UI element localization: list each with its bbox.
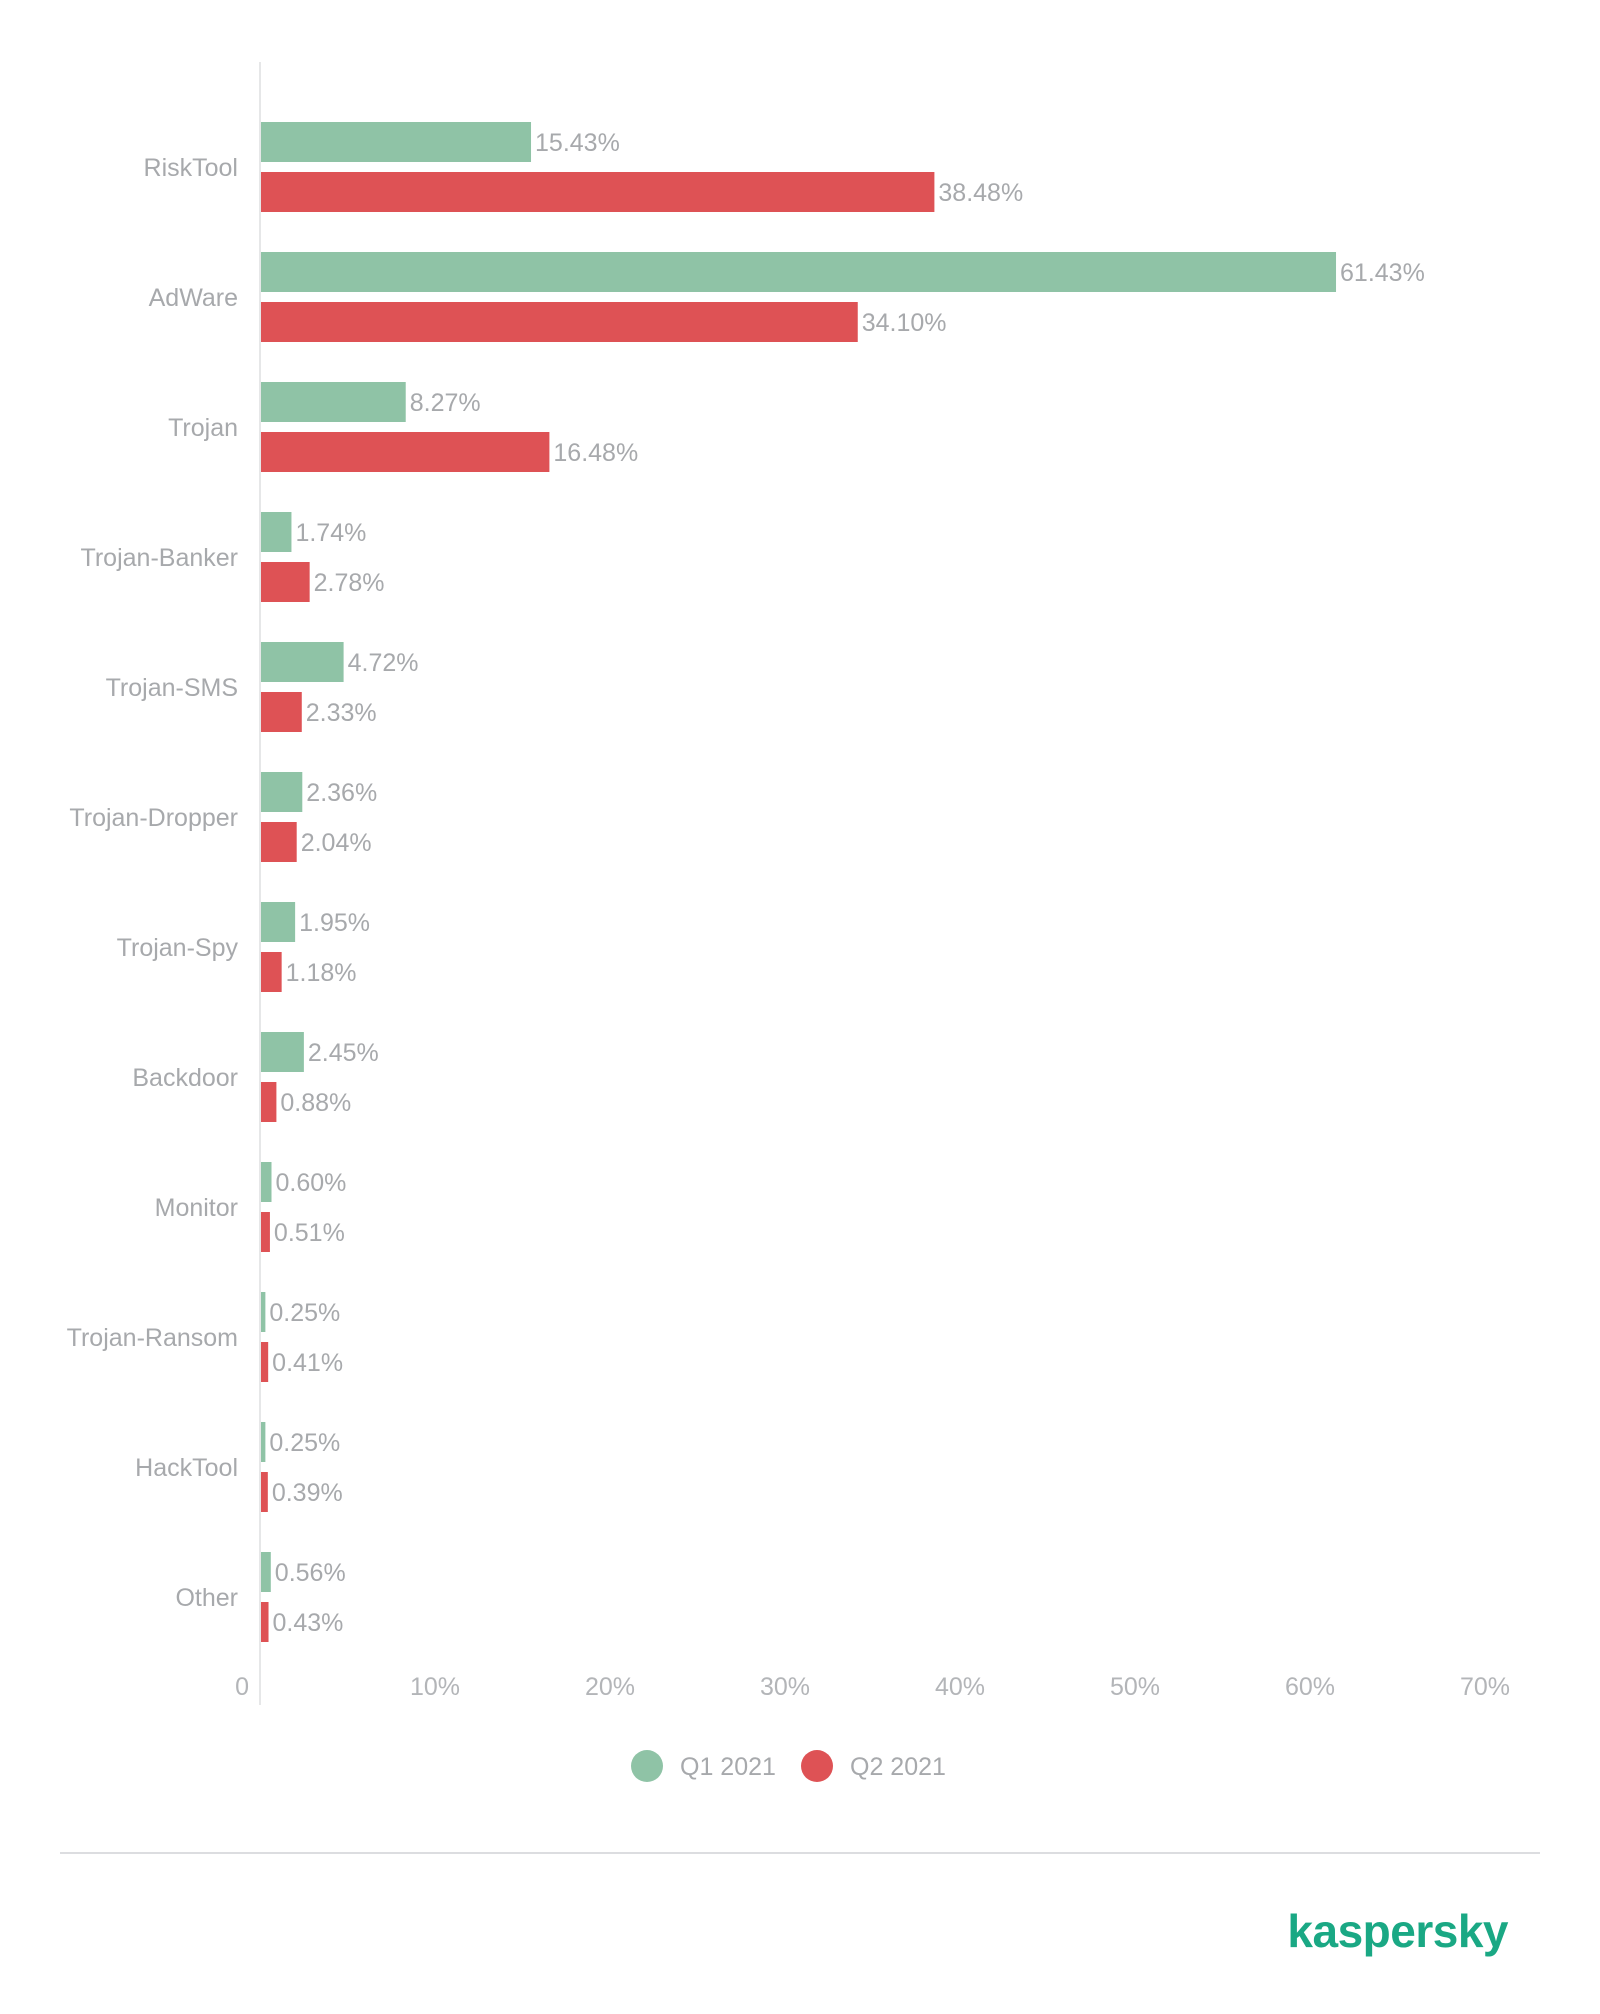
value-label-backdoor-q1-2021: 2.45% — [308, 1039, 379, 1067]
category-label-other: Other — [175, 1584, 238, 1612]
legend-label-q1-2021: Q1 2021 — [680, 1753, 776, 1781]
bar-trojan-dropper-q1-2021 — [261, 772, 303, 812]
bar-adware-q1-2021 — [261, 252, 1337, 292]
labels-layer: RiskTool 15.43% 38.48% AdWare 61.43% 34.10% Tr… — [67, 129, 1425, 1637]
value-label-monitor-q1-2021: 0.60% — [276, 1169, 347, 1197]
value-label-trojan-q2-2021: 16.48% — [553, 439, 638, 467]
bar-other-q2-2021 — [261, 1602, 269, 1642]
value-label-trojan-dropper-q2-2021: 2.04% — [301, 829, 372, 857]
category-label-risktool: RiskTool — [144, 154, 238, 182]
value-label-trojan-spy-q2-2021: 1.18% — [286, 959, 357, 987]
legend: Q1 2021 Q2 2021 — [631, 1750, 946, 1782]
value-label-trojan-banker-q2-2021: 2.78% — [314, 569, 385, 597]
x-tick-label-2: 20% — [585, 1673, 635, 1701]
x-tick-label-5: 50% — [1110, 1673, 1160, 1701]
x-tick-label-0: 0 — [235, 1673, 249, 1701]
category-label-backdoor: Backdoor — [132, 1064, 238, 1092]
bar-risktool-q2-2021 — [261, 172, 935, 212]
value-label-backdoor-q2-2021: 0.88% — [280, 1089, 351, 1117]
bar-trojan-sms-q1-2021 — [261, 642, 344, 682]
x-tick-label-6: 60% — [1285, 1673, 1335, 1701]
bar-trojan-dropper-q2-2021 — [261, 822, 297, 862]
value-label-hacktool-q2-2021: 0.39% — [272, 1479, 343, 1507]
legend-swatch-q1-2021 — [631, 1750, 663, 1782]
category-label-trojan-dropper: Trojan-Dropper — [69, 804, 238, 832]
value-label-trojan-spy-q1-2021: 1.95% — [299, 909, 370, 937]
value-label-adware-q2-2021: 34.10% — [862, 309, 947, 337]
value-label-trojan-ransom-q1-2021: 0.25% — [269, 1299, 340, 1327]
value-label-hacktool-q1-2021: 0.25% — [269, 1429, 340, 1457]
x-tick-label-3: 30% — [760, 1673, 810, 1701]
bar-other-q1-2021 — [261, 1552, 271, 1592]
bar-trojan-sms-q2-2021 — [261, 692, 302, 732]
bar-trojan-ransom-q1-2021 — [261, 1292, 266, 1332]
x-tick-label-1: 10% — [410, 1673, 460, 1701]
bars-layer — [261, 122, 1337, 1642]
category-label-trojan-banker: Trojan-Banker — [81, 544, 238, 572]
bar-monitor-q1-2021 — [261, 1162, 272, 1202]
x-tick-label-4: 40% — [935, 1673, 985, 1701]
value-label-adware-q1-2021: 61.43% — [1340, 259, 1425, 287]
category-label-trojan-sms: Trojan-SMS — [106, 674, 238, 702]
value-label-risktool-q2-2021: 38.48% — [938, 179, 1023, 207]
value-label-trojan-banker-q1-2021: 1.74% — [295, 519, 366, 547]
category-label-trojan-spy: Trojan-Spy — [117, 934, 239, 962]
value-label-trojan-sms-q2-2021: 2.33% — [306, 699, 377, 727]
value-label-other-q1-2021: 0.56% — [275, 1559, 346, 1587]
category-label-adware: AdWare — [149, 284, 238, 312]
bar-trojan-q1-2021 — [261, 382, 406, 422]
value-label-risktool-q1-2021: 15.43% — [535, 129, 620, 157]
category-label-trojan: Trojan — [168, 414, 238, 442]
value-label-other-q2-2021: 0.43% — [273, 1609, 344, 1637]
value-label-trojan-dropper-q1-2021: 2.36% — [306, 779, 377, 807]
bar-adware-q2-2021 — [261, 302, 858, 342]
legend-label-q2-2021: Q2 2021 — [850, 1753, 946, 1781]
x-tick-label-7: 70% — [1460, 1673, 1510, 1701]
bar-monitor-q2-2021 — [261, 1212, 270, 1252]
bar-risktool-q1-2021 — [261, 122, 532, 162]
category-label-monitor: Monitor — [155, 1194, 238, 1222]
bar-backdoor-q1-2021 — [261, 1032, 304, 1072]
bar-trojan-spy-q2-2021 — [261, 952, 282, 992]
x-axis-ticks: 0 10% 20% 30% 40% 50% 60% 70% — [235, 1673, 1510, 1701]
bar-backdoor-q2-2021 — [261, 1082, 277, 1122]
category-label-trojan-ransom: Trojan-Ransom — [67, 1324, 238, 1352]
bar-trojan-spy-q1-2021 — [261, 902, 296, 942]
bar-trojan-q2-2021 — [261, 432, 550, 472]
value-label-trojan-q1-2021: 8.27% — [410, 389, 481, 417]
value-label-trojan-sms-q1-2021: 4.72% — [348, 649, 419, 677]
bar-trojan-banker-q2-2021 — [261, 562, 310, 602]
bar-trojan-banker-q1-2021 — [261, 512, 292, 552]
bar-hacktool-q2-2021 — [261, 1472, 268, 1512]
legend-swatch-q2-2021 — [801, 1750, 833, 1782]
value-label-trojan-ransom-q2-2021: 0.41% — [272, 1349, 343, 1377]
bar-trojan-ransom-q2-2021 — [261, 1342, 269, 1382]
kaspersky-logo: kaspersky — [1287, 1905, 1508, 1957]
bar-hacktool-q1-2021 — [261, 1422, 266, 1462]
value-label-monitor-q2-2021: 0.51% — [274, 1219, 345, 1247]
category-label-hacktool: HackTool — [135, 1454, 238, 1482]
